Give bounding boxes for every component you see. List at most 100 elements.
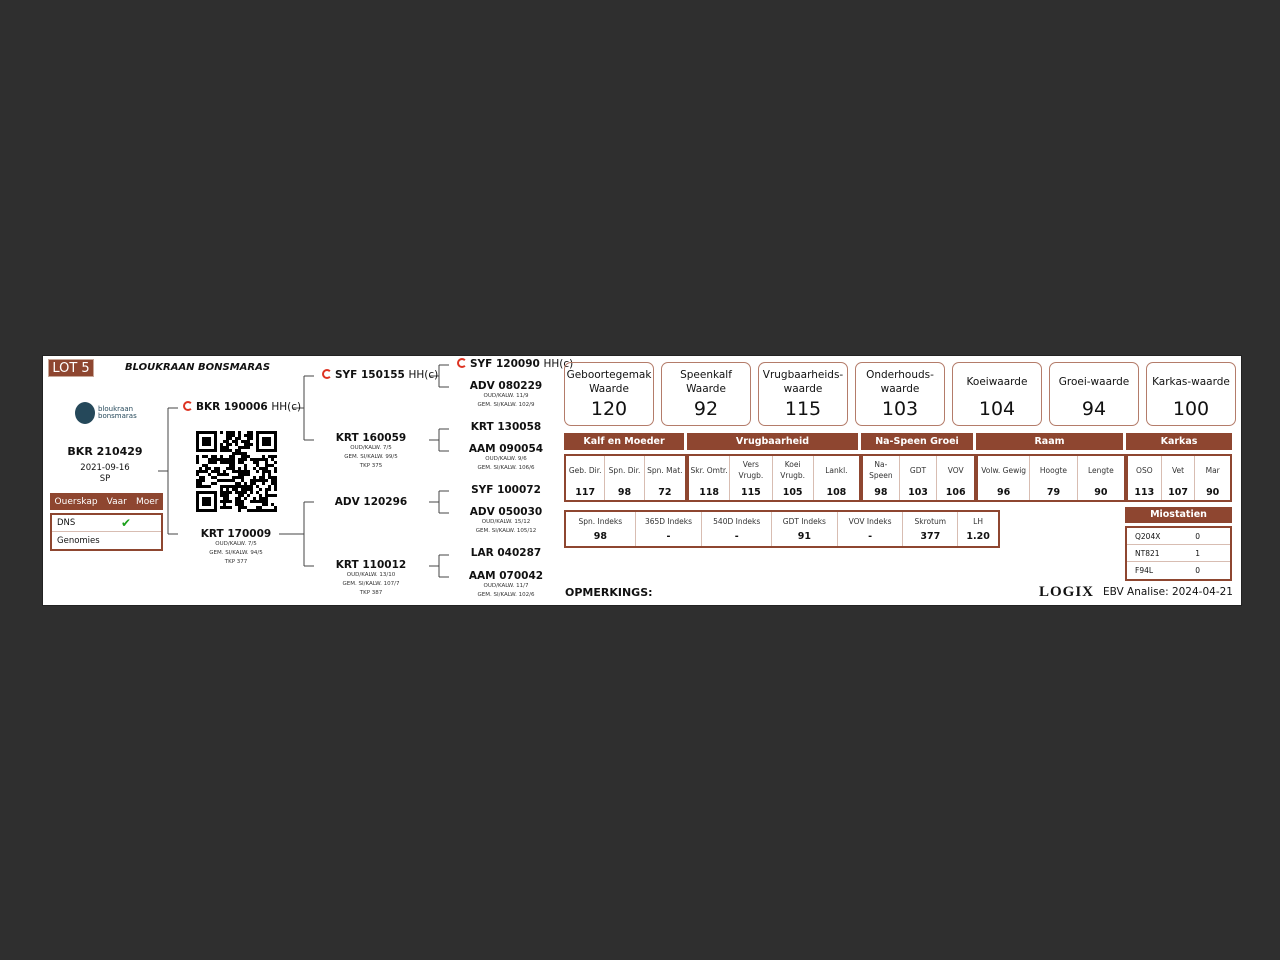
group-header: Kalf en Moeder xyxy=(564,433,684,450)
ebv-label: Spn. Dir. xyxy=(608,465,641,475)
ebv-cell: Lengte 90 xyxy=(1078,456,1124,500)
logix-logo: LOGIX xyxy=(1039,584,1095,600)
index-cell: Spn. Indeks 98 xyxy=(566,512,636,546)
animal-stat: OUD/KALW. 7/5 xyxy=(350,445,392,451)
value-box: Koeiwaarde 104 xyxy=(952,362,1042,426)
logo-text-1: bloukraan xyxy=(98,405,134,413)
animal-stat: GEM. SI/KALW. 106/6 xyxy=(477,465,535,471)
ebv-cell: GDT 103 xyxy=(900,456,938,500)
animal-name: KRT 170009 xyxy=(176,528,296,540)
animal-suffix: HH(c) xyxy=(408,369,439,381)
logo-text-2: bonsmaras xyxy=(98,412,137,420)
ebv-cell: Na-Speen 98 xyxy=(863,456,900,500)
genomic-icon xyxy=(183,401,193,411)
value-number: 120 xyxy=(590,398,628,420)
pedigree-node: KRT 110012 OUD/KALW. 13/10 GEM. SI/KALW. 1… xyxy=(311,559,431,598)
ebv-value: 96 xyxy=(997,487,1011,498)
qr-code[interactable] xyxy=(196,431,277,512)
ebv-value: 108 xyxy=(826,487,847,498)
pedigree-node: BKR 190006 HH(c) xyxy=(183,401,301,413)
index-label: 540D Indeks xyxy=(713,517,761,526)
pedigree-node: AAM 090054 OUD/KALW. 9/6 GEM. SI/KALW. 106… xyxy=(446,443,566,473)
value-number: 115 xyxy=(784,398,822,420)
value-label: Speenkalf Waarde xyxy=(680,369,732,395)
index-table: Spn. Indeks 98 365D Indeks - 540D Indeks - GDT… xyxy=(564,510,1000,548)
animal-stat: OUD/KALW. 11/7 xyxy=(483,583,529,589)
gene-value: 1 xyxy=(1195,548,1200,558)
animal-stat: GEM. SI/KALW. 107/7 xyxy=(342,581,400,587)
gene: NT821 xyxy=(1135,548,1160,558)
dam-col: Moer xyxy=(135,496,159,507)
index-value: 377 xyxy=(920,531,941,542)
ebv-cell: Volw. Gewig 96 xyxy=(978,456,1031,500)
pedigree-connectors xyxy=(158,364,449,578)
pedigree-node: SYF 100072 xyxy=(446,484,566,496)
animal-stat: OUD/KALW. 13/10 xyxy=(346,572,396,578)
animal-id: BKR 210429 xyxy=(67,445,143,458)
ebv-value: 90 xyxy=(1094,487,1108,498)
sire-col: Vaar xyxy=(106,496,127,507)
ebv-cell: Spn. Mat. 72 xyxy=(645,456,685,500)
animal-name: SYF 100072 xyxy=(446,484,566,496)
myostatin-row: NT821 1 xyxy=(1127,545,1230,562)
ebv-cell: Hoogte 79 xyxy=(1030,456,1078,500)
genomic-icon xyxy=(457,358,467,368)
animal-name: SYF 120090 HH(c) xyxy=(457,358,573,370)
animal-stat: GEM. SI/KALW. 99/5 xyxy=(344,454,398,460)
group-table: Volw. Gewig 96 Hoogte 79 Lengte 90 xyxy=(976,454,1126,502)
animal-name: ADV 050030 xyxy=(446,506,566,518)
animal-name: ADV 120296 xyxy=(311,496,431,508)
gene-value: 0 xyxy=(1195,531,1200,541)
animal-stat: OUD/KALW. 7/5 xyxy=(215,541,257,547)
ebv-cell: Skr. Omtr. 118 xyxy=(689,456,731,500)
ebv-label: Lankl. xyxy=(825,465,848,475)
index-label: GDT Indeks xyxy=(782,517,826,526)
myostatin-row: Q204X 0 xyxy=(1127,528,1230,545)
index-cell: VOV Indeks - xyxy=(838,512,904,546)
ebv-label: Mar xyxy=(1205,465,1220,475)
animal-stat: TKP 387 xyxy=(359,590,383,596)
pedigree-node: SYF 120090 HH(c) xyxy=(457,358,573,370)
pedigree-node: ADV 120296 xyxy=(311,496,431,508)
index-value: - xyxy=(868,531,873,542)
animal-id: BKR 190006 xyxy=(196,401,268,413)
value-box: Onderhouds-waarde 103 xyxy=(855,362,945,426)
index-value: - xyxy=(666,531,671,542)
row-label: Genomies xyxy=(57,535,100,546)
ebv-value: 79 xyxy=(1046,487,1061,498)
index-value: 1.20 xyxy=(966,531,990,542)
value-box: Groei-waarde 94 xyxy=(1049,362,1139,426)
ebv-cell: VOV 106 xyxy=(937,456,974,500)
bird-logo-icon xyxy=(75,402,95,424)
group-table: OSO 113 Vet 107 Mar 90 xyxy=(1126,454,1232,502)
ebv-value: 113 xyxy=(1134,487,1155,498)
value-label: Karkas-waarde xyxy=(1152,376,1230,388)
group-header: Karkas xyxy=(1126,433,1232,450)
gene: Q204X xyxy=(1135,531,1161,541)
index-cell: Skrotum 377 xyxy=(903,512,959,546)
animal-name: BKR 190006 HH(c) xyxy=(183,401,301,413)
ebv-value: 105 xyxy=(782,487,803,498)
value-box: Geboortegemak Waarde 120 xyxy=(564,362,654,426)
animal-id: AAM 070042 xyxy=(468,570,544,582)
lot-badge: LOT 5 xyxy=(48,359,94,377)
animal-name: LAR 040287 xyxy=(446,547,566,559)
ebv-cell: Koei Vrugb. 105 xyxy=(773,456,814,500)
animal-stat: OUD/KALW. 11/9 xyxy=(483,393,529,399)
value-label: Koeiwaarde xyxy=(966,376,1028,388)
ebv-value: 115 xyxy=(740,487,761,498)
group-table: Na-Speen 98 GDT 103 VOV 106 xyxy=(861,454,976,502)
ebv-cell: OSO 113 xyxy=(1128,456,1162,500)
ebv-label: Spn. Mat. xyxy=(647,465,683,475)
myostatin-row: F94L 0 xyxy=(1127,562,1230,579)
animal-suffix: HH(c) xyxy=(271,401,302,413)
animal-name: KRT 160059 xyxy=(311,432,431,444)
animal-stat: GEM. SI/KALW. 105/12 xyxy=(475,528,537,534)
animal-sex: SP xyxy=(99,474,111,484)
animal-id: LAR 040287 xyxy=(470,547,542,559)
value-box: Karkas-waarde 100 xyxy=(1146,362,1236,426)
index-value: - xyxy=(734,531,739,542)
ebv-cell: Geb. Dir. 117 xyxy=(566,456,606,500)
ebv-label: Hoogte xyxy=(1039,465,1068,475)
ebv-cell: Vers Vrugb. 115 xyxy=(730,456,773,500)
